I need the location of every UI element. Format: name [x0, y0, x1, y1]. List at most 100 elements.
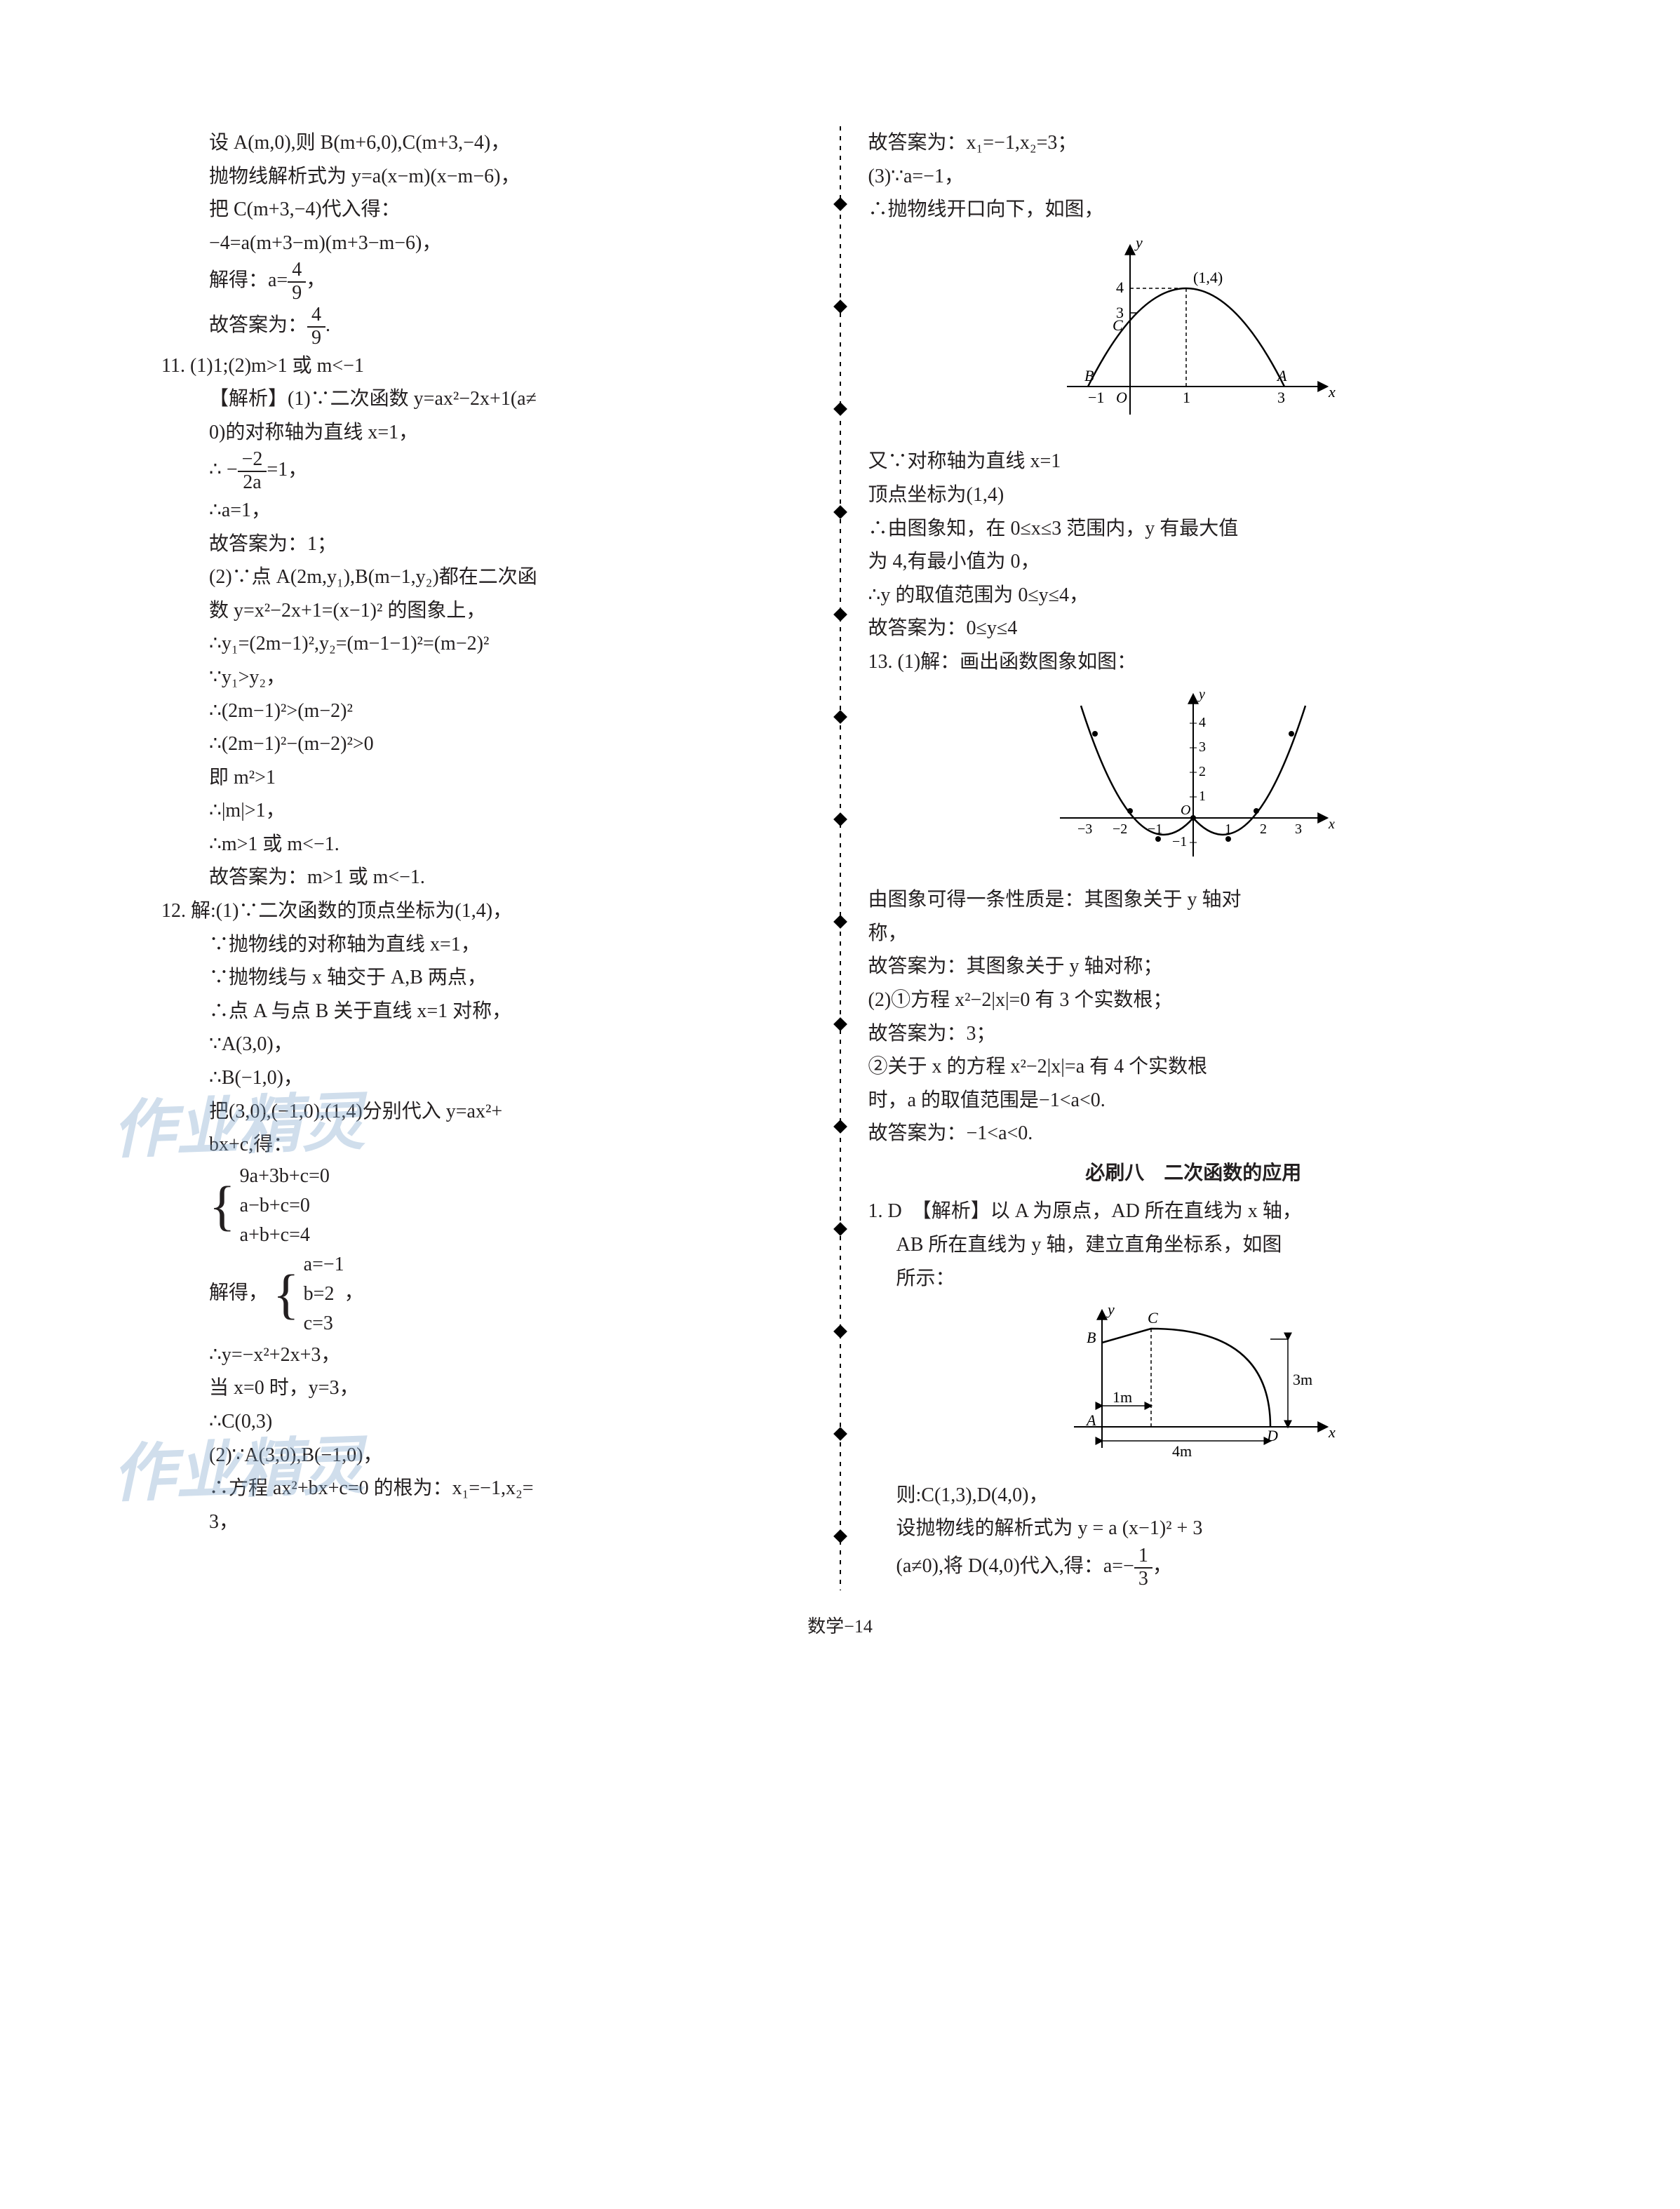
text-line: 【解析】(1)∵二次函数 y=ax²−2x+1(a≠ — [161, 382, 812, 416]
svg-text:1: 1 — [1183, 389, 1190, 406]
text-line: 设抛物线的解析式为 y = a (x−1)² + 3 — [868, 1512, 1519, 1545]
text-line: ∴点 A 与点 B 关于直线 x=1 对称， — [161, 995, 812, 1028]
text-line: 解得：a=49， — [161, 260, 812, 304]
text-line: 故答案为：0≤y≤4 — [868, 612, 1519, 645]
text-line: 故答案为：−1<a<0. — [868, 1117, 1519, 1150]
text-line: 设 A(m,0),则 B(m+6,0),C(m+3,−4)， — [161, 126, 812, 160]
figure-w-curve: 4 3 2 1 −3 −2 −1 1 2 3 −1 O x y — [868, 685, 1519, 878]
svg-text:O: O — [1181, 803, 1190, 818]
text-line: ∵A(3,0)， — [161, 1028, 812, 1061]
text-line: 抛物线解析式为 y=a(x−m)(x−m−6)， — [161, 160, 812, 194]
section-title: 必刷八 二次函数的应用 — [868, 1156, 1519, 1190]
text-line: 所示： — [868, 1262, 1519, 1296]
text-line: (2)①方程 x²−2|x|=0 有 3 个实数根； — [868, 983, 1519, 1017]
svg-text:C: C — [1113, 316, 1123, 334]
svg-text:x: x — [1328, 383, 1336, 401]
text-line: 顶点坐标为(1,4) — [868, 478, 1519, 512]
text-line: ∴由图象知，在 0≤x≤3 范围内，y 有最大值 — [868, 512, 1519, 546]
text-line: 则:C(1,3),D(4,0)， — [868, 1479, 1519, 1512]
text-line: ∴(2m−1)²−(m−2)²>0 — [161, 727, 812, 761]
text-line: ∴y₁=(2m−1)²,y₂=(m−1−1)²=(m−2)² — [161, 627, 812, 661]
question-12: 12. 解:(1)∵二次函数的顶点坐标为(1,4)， — [161, 894, 812, 928]
svg-text:(1,4): (1,4) — [1193, 269, 1223, 286]
text-line: ∴|m|>1， — [161, 794, 812, 828]
question-13: 13. (1)解：画出函数图象如图： — [868, 645, 1519, 679]
svg-text:3: 3 — [1295, 821, 1302, 837]
svg-text:1: 1 — [1225, 821, 1232, 837]
svg-text:−1: −1 — [1172, 834, 1187, 850]
text-line: (2)∵点 A(2m,y₁),B(m−1,y₂)都在二次函 — [161, 560, 812, 594]
text-line: 故答案为：m>1 或 m<−1. — [161, 861, 812, 894]
text-line: 数 y=x²−2x+1=(x−1)² 的图象上， — [161, 594, 812, 628]
text-line: 时，a 的取值范围是−1<a<0. — [868, 1084, 1519, 1117]
left-column: 设 A(m,0),则 B(m+6,0),C(m+3,−4)， 抛物线解析式为 y… — [140, 126, 840, 1590]
text-line: bx+c,得： — [161, 1128, 812, 1162]
svg-text:−3: −3 — [1077, 821, 1092, 837]
svg-text:A: A — [1276, 367, 1287, 384]
text-line: AB 所在直线为 y 轴，建立直角坐标系，如图 — [868, 1228, 1519, 1262]
svg-text:3: 3 — [1199, 739, 1206, 755]
text-line: 当 x=0 时，y=3， — [161, 1371, 812, 1405]
text-line: 为 4,有最小值为 0， — [868, 545, 1519, 579]
text-line: 由图象可得一条性质是：其图象关于 y 轴对 — [868, 883, 1519, 917]
text-line: ∴(2m−1)²>(m−2)² — [161, 694, 812, 728]
right-column: 故答案为：x₁=−1,x₂=3； (3)∵a=−1， ∴抛物线开口向下，如图， … — [840, 126, 1540, 1590]
text-line: 故答案为：49. — [161, 304, 812, 349]
text-line: ∴B(−1,0)， — [161, 1061, 812, 1095]
svg-text:−1: −1 — [1148, 821, 1162, 837]
svg-text:3: 3 — [1277, 389, 1285, 406]
text-line: ∵y₁>y₂， — [161, 661, 812, 694]
equation-system: { 9a+3b+c=0 a−b+c=0 a+b+c=4 — [161, 1162, 812, 1250]
figure-arch: B C A D x y 1m 4m 3m — [868, 1301, 1519, 1473]
text-line: ∴y 的取值范围为 0≤y≤4， — [868, 579, 1519, 612]
svg-text:D: D — [1266, 1427, 1278, 1444]
svg-text:−1: −1 — [1088, 389, 1104, 406]
text-line: ∴ −−22a=1， — [161, 449, 812, 494]
page-footer: 数学−14 — [140, 1611, 1540, 1642]
text-line: ∵抛物线的对称轴为直线 x=1， — [161, 928, 812, 962]
question-11: 11. (1)1;(2)m>1 或 m<−1 — [161, 349, 812, 383]
text-line: 把 C(m+3,−4)代入得： — [161, 193, 812, 227]
text-line: ∴a=1， — [161, 494, 812, 528]
text-line: 即 m²>1 — [161, 761, 812, 795]
text-line: (a≠0),将 D(4,0)代入,得：a=−13， — [868, 1545, 1519, 1590]
svg-text:x: x — [1328, 1423, 1336, 1441]
text-line: ∴C(0,3) — [161, 1405, 812, 1439]
column-divider — [840, 126, 841, 1590]
svg-text:y: y — [1134, 234, 1143, 251]
svg-text:1m: 1m — [1113, 1388, 1132, 1406]
text-line: 故答案为：其图象关于 y 轴对称； — [868, 950, 1519, 983]
text-line: ②关于 x 的方程 x²−2|x|=a 有 4 个实数根 — [868, 1050, 1519, 1084]
text-line: ∵抛物线与 x 轴交于 A,B 两点， — [161, 961, 812, 995]
text-line: (3)∵a=−1， — [868, 160, 1519, 194]
text-line: −4=a(m+3−m)(m+3−m−6)， — [161, 227, 812, 260]
text-line: 故答案为：3； — [868, 1017, 1519, 1051]
text-line: ∴方程 ax²+bx+c=0 的根为：x₁=−1,x₂= — [161, 1472, 812, 1505]
equation-solution: 解得， { a=−1 b=2 c=3 ， — [161, 1250, 812, 1338]
figure-parabola-down: 4 3 (1,4) B A C O −1 1 3 x y — [868, 232, 1519, 440]
svg-text:−2: −2 — [1113, 821, 1127, 837]
svg-text:y: y — [1197, 687, 1205, 702]
text-line: 故答案为：1； — [161, 528, 812, 561]
page-columns: 设 A(m,0),则 B(m+6,0),C(m+3,−4)， 抛物线解析式为 y… — [140, 126, 1540, 1590]
svg-text:4: 4 — [1116, 278, 1124, 296]
svg-text:4: 4 — [1199, 715, 1206, 730]
svg-text:2: 2 — [1260, 821, 1267, 837]
text-line: (2)∵A(3,0),B(−1,0)， — [161, 1439, 812, 1472]
text-line: ∴m>1 或 m<−1. — [161, 828, 812, 861]
solution-1: 1. D 【解析】以 A 为原点，AD 所在直线为 x 轴， — [868, 1195, 1519, 1228]
text-line: 0)的对称轴为直线 x=1， — [161, 416, 812, 450]
svg-text:O: O — [1116, 389, 1127, 406]
svg-text:B: B — [1084, 367, 1094, 384]
text-line: 把(3,0),(−1,0),(1,4)分别代入 y=ax²+ — [161, 1095, 812, 1129]
svg-text:y: y — [1106, 1301, 1115, 1318]
svg-text:A: A — [1085, 1411, 1096, 1429]
svg-text:C: C — [1148, 1309, 1158, 1327]
svg-text:B: B — [1087, 1329, 1096, 1346]
text-line: 3， — [161, 1505, 812, 1539]
text-line: 称， — [868, 917, 1519, 951]
text-line: 又∵对称轴为直线 x=1 — [868, 445, 1519, 478]
svg-text:3m: 3m — [1293, 1371, 1312, 1388]
text-line: 故答案为：x₁=−1,x₂=3； — [868, 126, 1519, 160]
text-line: ∴抛物线开口向下，如图， — [868, 193, 1519, 227]
